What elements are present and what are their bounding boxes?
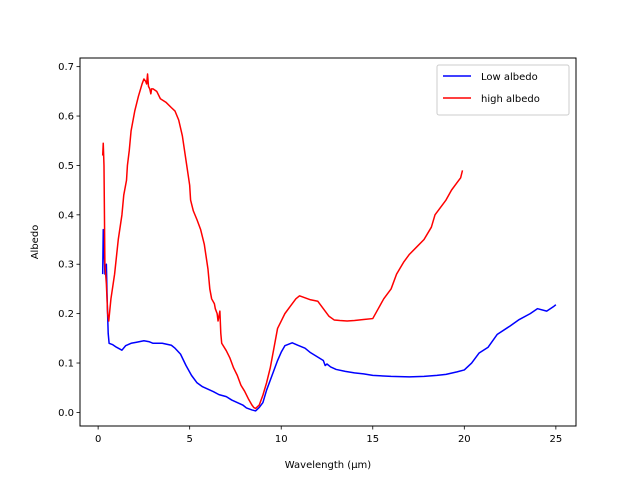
legend-box [436,64,570,116]
y-tick-label: 0.0 [58,408,74,419]
y-tick-label: 0.7 [58,62,74,73]
plot-frame [79,57,577,427]
y-tick-label: 0.3 [58,260,74,271]
x-tick-label: 15 [366,434,379,445]
x-tick-label: 0 [95,434,101,445]
y-tick-label: 0.5 [58,161,74,172]
y-tick-label: 0.1 [58,359,74,370]
y-axis-ticks: 0.0 0.1 0.2 0.3 0.4 0.5 0.6 0.7 [58,62,80,419]
x-tick-label: 25 [549,434,562,445]
x-tick-label: 5 [186,434,192,445]
legend-entry-1: Low albedo [481,72,538,83]
y-tick-label: 0.2 [58,309,74,320]
x-tick-label: 10 [275,434,288,445]
series-line-1 [101,228,557,412]
y-axis-label: Albedo [30,225,41,260]
x-axis-label: Wavelength (μm) [285,460,372,471]
legend: Low albedo high albedo [436,64,570,116]
y-tick-label: 0.6 [58,112,74,123]
series-line-2 [101,73,464,410]
series-layer [101,73,557,412]
y-tick-label: 0.4 [58,210,74,221]
x-tick-label: 20 [458,434,471,445]
legend-entry-2: high albedo [481,94,540,105]
x-axis-ticks: 0 5 10 15 20 25 [95,426,562,445]
